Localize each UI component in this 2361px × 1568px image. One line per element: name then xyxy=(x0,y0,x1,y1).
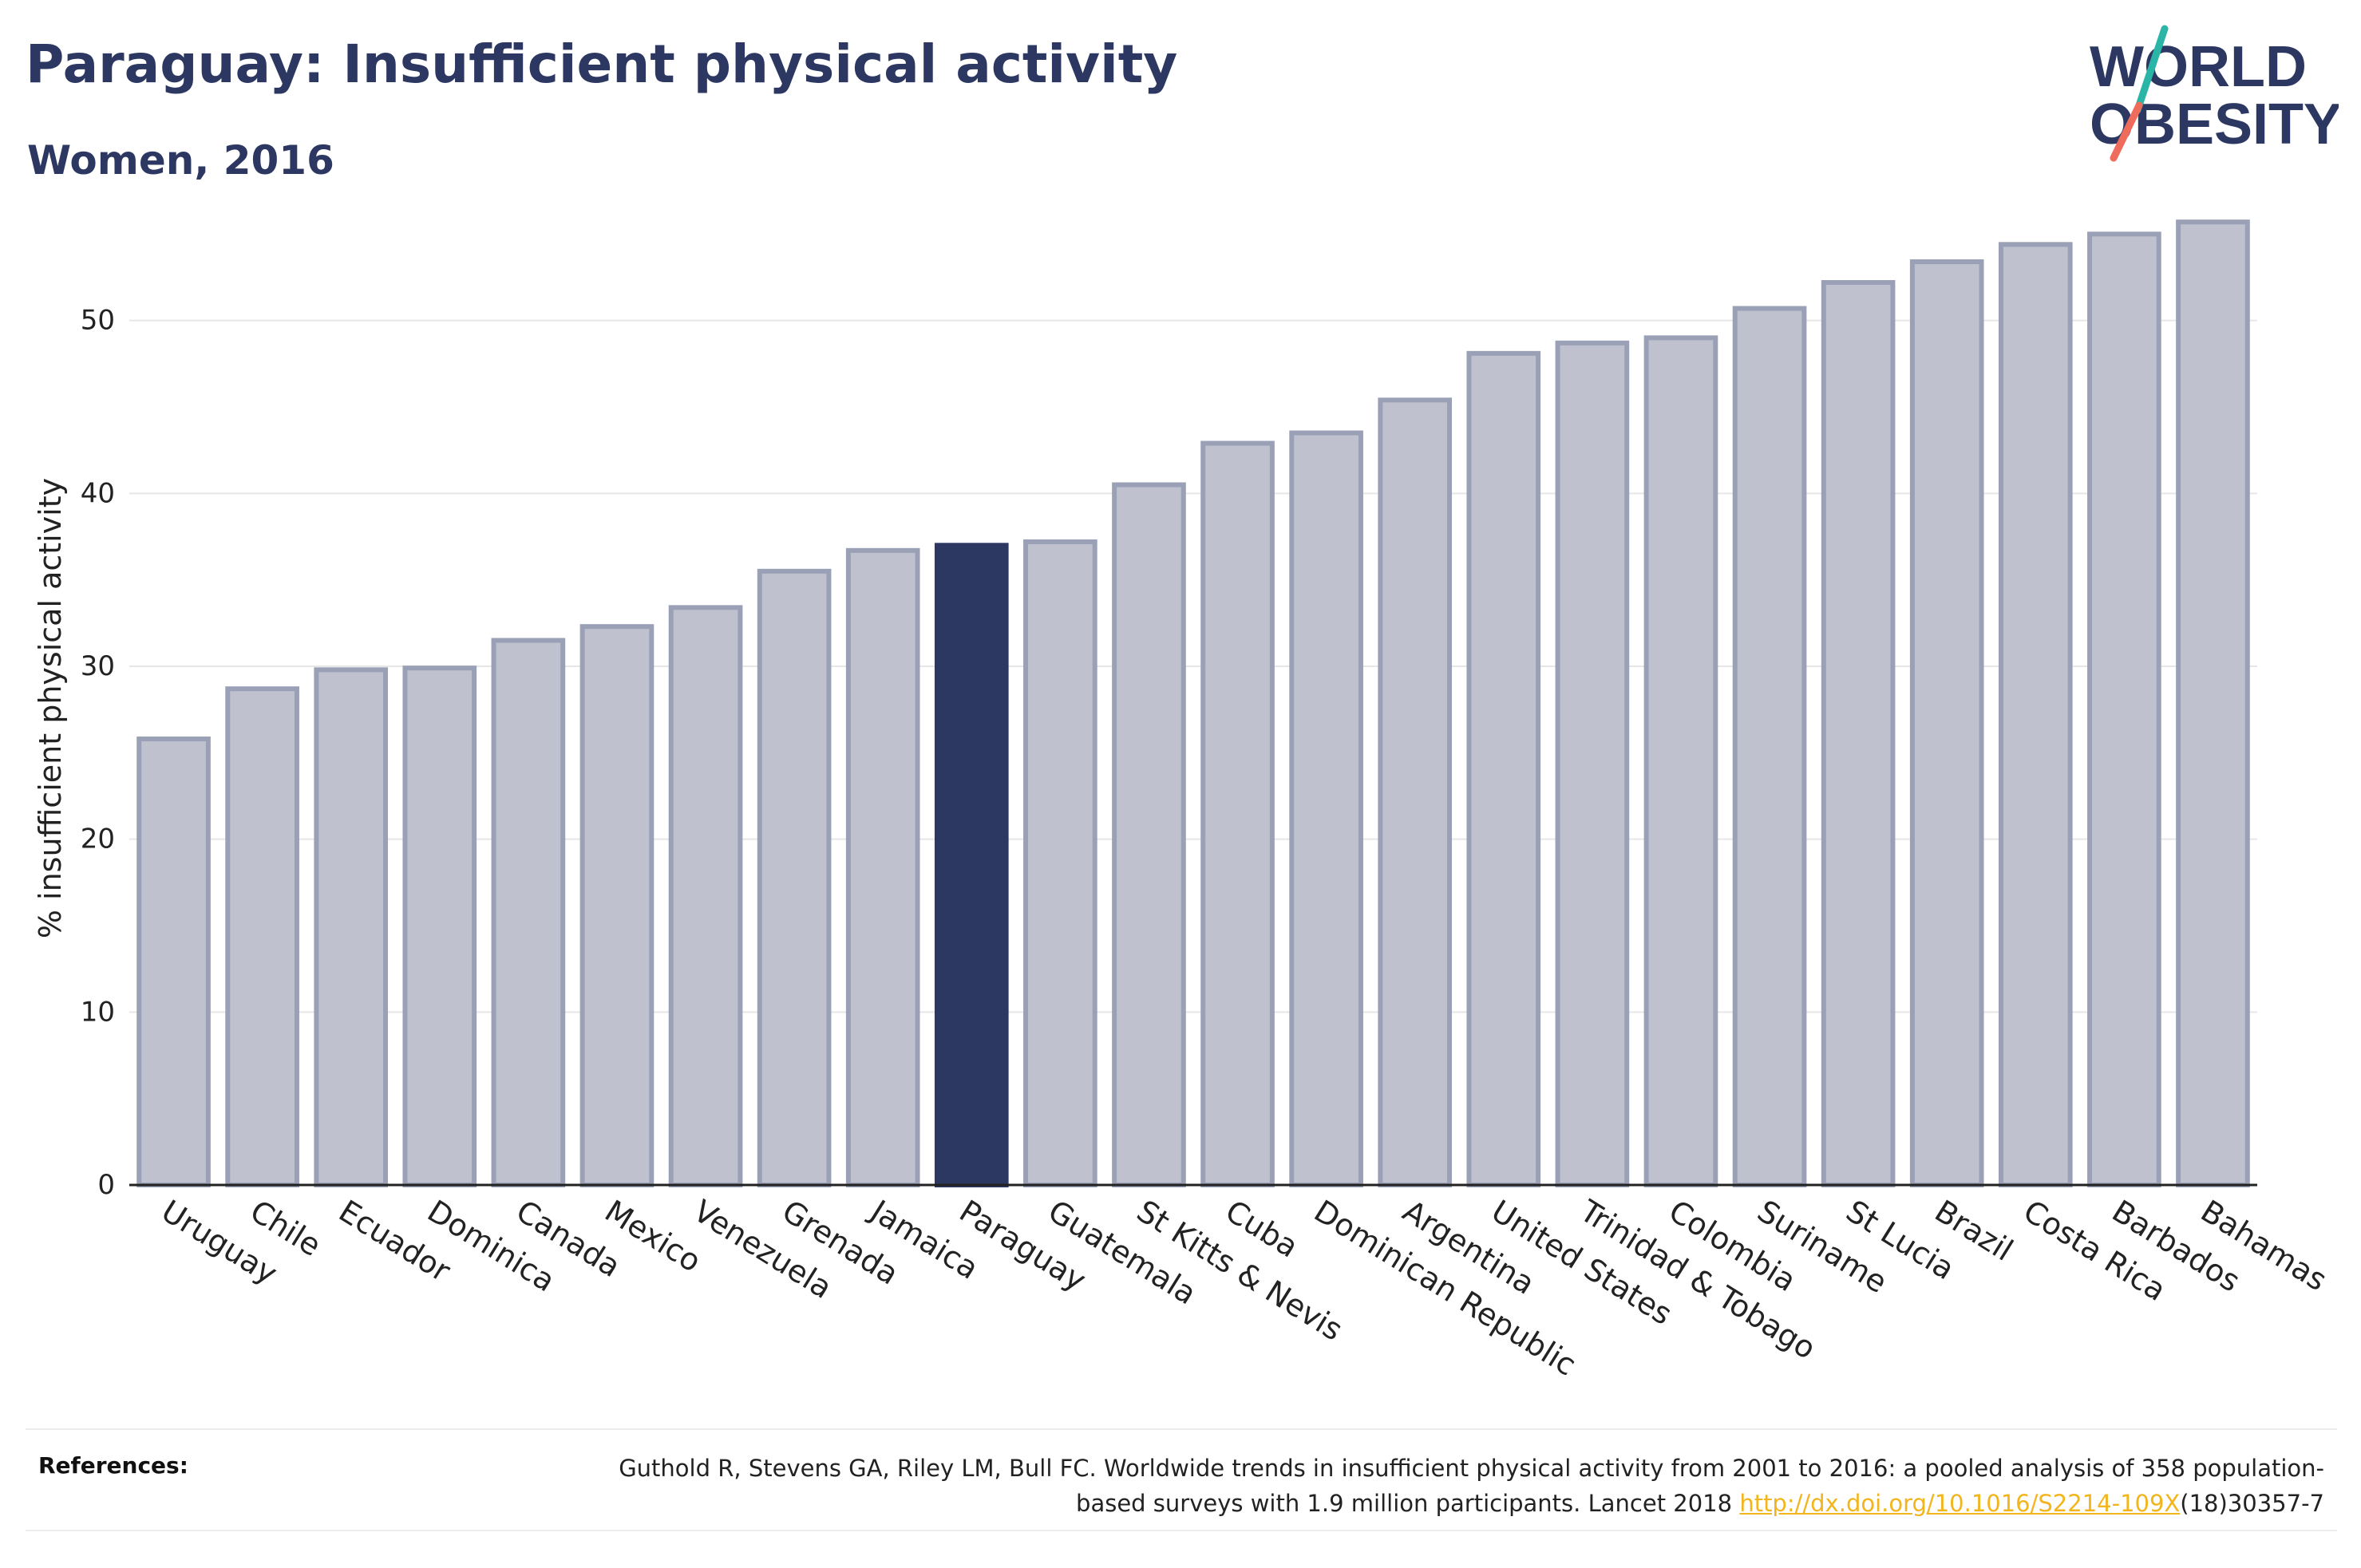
bar-uruguay xyxy=(136,737,211,1187)
chart-title: Paraguay: Insufficient physical activity xyxy=(26,34,1178,95)
bar-chart: 0 10 20 30 40 50 % insufficient physical activ… xyxy=(33,219,2333,1383)
bar-st-kitts-nevis xyxy=(1112,482,1186,1187)
references-doi-link[interactable]: http://dx.doi.org/10.1016/S2214-109X xyxy=(1739,1490,2181,1517)
bar-jamaica xyxy=(845,547,920,1187)
y-tick-label: 20 xyxy=(81,823,115,855)
bar-mexico xyxy=(579,624,655,1187)
chart-subtitle: Women, 2016 xyxy=(27,137,334,184)
world-obesity-logo: WORLD OBESITY xyxy=(2090,25,2339,162)
bar-barbados xyxy=(2087,231,2161,1187)
references-text: Guthold R, Stevens GA, Riley LM, Bull FC… xyxy=(568,1451,2324,1521)
references-citation-suffix: (18)30357-7 xyxy=(2180,1490,2324,1517)
bar-canada xyxy=(491,638,566,1187)
logo-line-world: WORLD xyxy=(2090,35,2307,99)
bar-venezuela xyxy=(668,605,743,1187)
bar-guatemala xyxy=(1023,539,1097,1187)
references-label: References: xyxy=(38,1452,188,1479)
bar-colombia xyxy=(1643,335,1718,1187)
y-tick-label: 0 xyxy=(97,1169,115,1201)
bar-argentina xyxy=(1378,397,1453,1188)
y-tick-label: 30 xyxy=(81,650,115,682)
bar-costa-rica xyxy=(1998,242,2073,1187)
bar-united-states xyxy=(1466,350,1541,1187)
y-axis-title: % insufficient physical activity xyxy=(33,478,68,938)
y-tick-label: 40 xyxy=(81,477,115,509)
y-tick-label: 10 xyxy=(81,996,115,1028)
bar-grenada xyxy=(757,568,832,1187)
logo-slash-bottom xyxy=(2110,101,2143,162)
bar-paraguay xyxy=(934,543,1009,1187)
bar-cuba xyxy=(1200,440,1275,1187)
references-panel: References: Guthold R, Stevens GA, Riley… xyxy=(26,1428,2337,1531)
bar-dominican-republic xyxy=(1289,430,1363,1187)
bar-bahamas xyxy=(2176,219,2250,1188)
bar-ecuador xyxy=(314,667,389,1187)
references-citation: Guthold R, Stevens GA, Riley LM, Bull FC… xyxy=(619,1455,2324,1517)
bar-brazil xyxy=(1909,259,1984,1187)
logo-slash-top xyxy=(2134,25,2169,114)
bar-chile xyxy=(225,686,299,1187)
bar-dominica xyxy=(402,666,477,1187)
y-tick-label: 50 xyxy=(81,305,115,337)
bar-st-lucia xyxy=(1821,280,1896,1187)
bar-suriname xyxy=(1732,306,1807,1187)
bar-trinidad-tobago xyxy=(1555,340,1630,1187)
